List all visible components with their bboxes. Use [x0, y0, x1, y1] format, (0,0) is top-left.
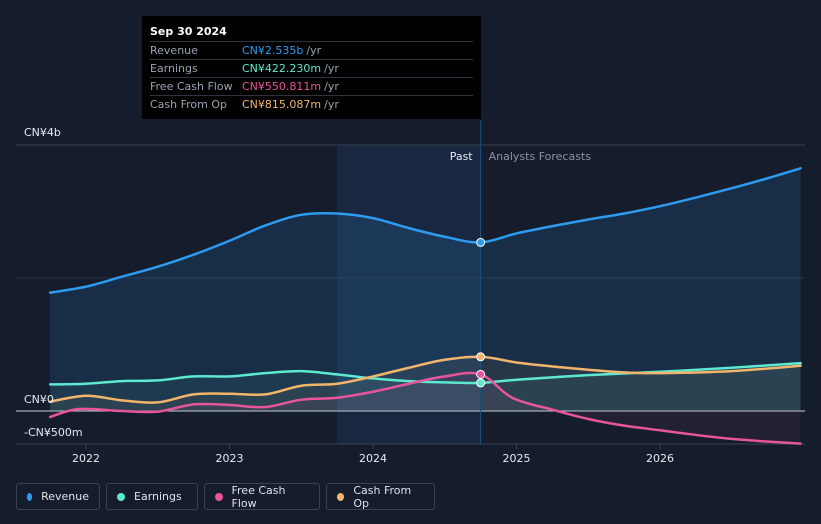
tooltip-label: Earnings	[150, 62, 198, 75]
tooltip-value: CN¥422.230m	[242, 62, 322, 75]
legend-dot-icon	[215, 492, 223, 501]
line-cash-from-op	[48, 355, 802, 404]
tooltip-row-earnings: Earnings CN¥422.230m /yr	[150, 59, 473, 77]
tooltip-value: CN¥815.087m	[242, 98, 322, 111]
tooltip-value: CN¥550.811m	[242, 80, 322, 93]
tooltip-value: CN¥2.535b	[242, 44, 304, 57]
legend-dot-icon	[337, 492, 345, 501]
tooltip-row-revenue: Revenue CN¥2.535b /yr	[150, 41, 473, 59]
legend-item-free-cash-flow[interactable]: Free Cash Flow	[204, 483, 320, 510]
line-revenue	[48, 167, 802, 294]
legend: Revenue Earnings Free Cash Flow Cash Fro…	[16, 483, 435, 510]
forecast-label: Analysts Forecasts	[489, 150, 592, 163]
x-tick-label: 2024	[359, 452, 387, 465]
y-label-bottom: -CN¥500m	[24, 426, 83, 439]
tooltip-unit: /yr	[324, 98, 339, 111]
area-cash-from-op	[50, 356, 801, 411]
legend-label: Revenue	[41, 490, 89, 503]
marker-earnings	[476, 378, 486, 388]
legend-item-cash-from-op[interactable]: Cash From Op	[326, 483, 435, 510]
area-revenue	[50, 168, 801, 411]
tooltip-unit: /yr	[324, 80, 339, 93]
tooltip-row-free-cash-flow: Free Cash Flow CN¥550.811m /yr	[150, 77, 473, 95]
tooltip-row-cash-from-op: Cash From Op CN¥815.087m /yr	[150, 95, 473, 113]
marker-cash-from-op	[476, 352, 486, 362]
line-free-cash-flow	[48, 371, 802, 445]
y-label-zero: CN¥0	[24, 393, 54, 406]
tooltip-label: Free Cash Flow	[150, 80, 233, 93]
legend-item-revenue[interactable]: Revenue	[16, 483, 100, 510]
tooltip-label: Cash From Op	[150, 98, 228, 111]
tooltip-unit: /yr	[306, 44, 322, 57]
marker-revenue	[476, 237, 486, 247]
legend-label: Cash From Op	[353, 483, 412, 510]
y-label-top: CN¥4b	[24, 126, 61, 139]
tooltip-unit: /yr	[324, 62, 339, 75]
legend-dot-icon	[27, 492, 33, 501]
tooltip-label: Revenue	[150, 44, 198, 57]
tooltip: Sep 30 2024 Revenue CN¥2.535b /yr Earnin…	[142, 16, 481, 119]
x-tick-label: 2022	[72, 452, 100, 465]
x-tick-label: 2025	[503, 452, 531, 465]
area-free-cash-flow	[50, 372, 801, 444]
legend-item-earnings[interactable]: Earnings	[106, 483, 198, 510]
marker-free-cash-flow	[476, 369, 486, 379]
x-tick-label: 2023	[216, 452, 244, 465]
legend-dot-icon	[117, 492, 125, 501]
tooltip-date: Sep 30 2024	[150, 25, 227, 38]
legend-label: Earnings	[134, 490, 182, 503]
past-label: Past	[450, 150, 474, 163]
x-tick-label: 2026	[646, 452, 674, 465]
legend-label: Free Cash Flow	[231, 483, 286, 510]
